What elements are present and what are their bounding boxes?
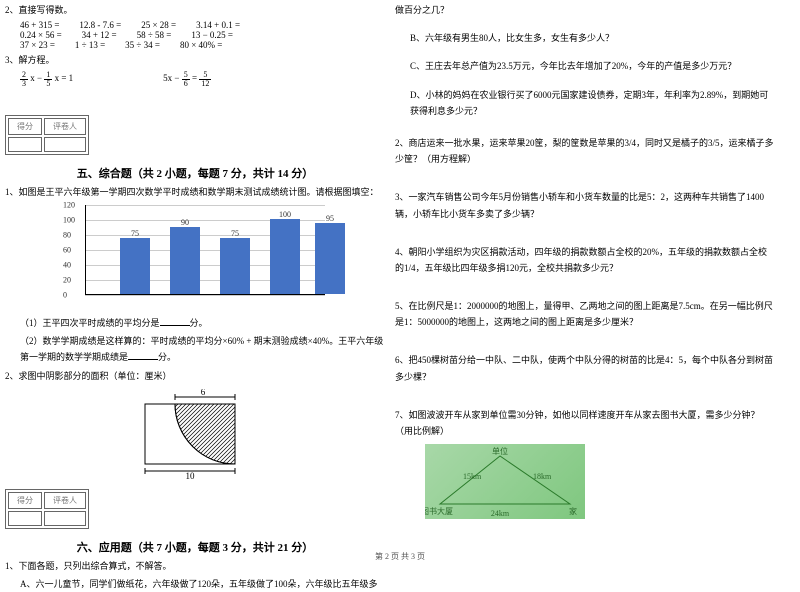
cell: 80 × 40% = [180, 40, 222, 50]
app-c: C、王庄去年总产值为23.5万元，今年比去年增加了20%，今年的产值是多少万元？ [395, 58, 775, 74]
app-q1a: A、六一儿童节，同学们做纸花，六年级做了120朵，五年级做了100朵，六年级比五… [5, 576, 385, 592]
tri-top: 单位 [492, 446, 508, 456]
bar-label: 75 [120, 229, 150, 238]
app-q5: 5、在比例尺是1：2000000的地图上，量得甲、乙两地之间的图上距离是7.5c… [395, 298, 775, 330]
app-q6: 6、把450棵树苗分给一中队、二中队，使两个中队分得的树苗的比是4：5，每个中队… [395, 352, 775, 384]
grader-label: 评卷人 [44, 118, 86, 135]
tri-r: 18km [533, 472, 552, 481]
app-d: D、小林的妈妈在农业银行买了6000元国家建设债券，定期3年，年利率为2.89%… [395, 87, 775, 119]
mental-r1: 46 + 315 = 12.8 - 7.6 = 25 × 28 = 3.14 +… [5, 20, 385, 30]
score-label: 得分 [8, 118, 42, 135]
app-q3: 3、一家汽车销售公司今年5月份销售小轿车和小货车数量的比是5：2，这两种车共销售… [395, 189, 775, 221]
cell: 12.8 - 7.6 = [79, 20, 121, 30]
cont: 做百分之几？ [395, 2, 775, 18]
tri-br: 家 [569, 506, 577, 516]
dim-w: 10 [186, 471, 196, 479]
bar-chart: 02040608010012075907510095 [55, 205, 335, 310]
chart-q2: （2）数学学期成绩是这样算的：平时成绩的平均分×60% + 期末测验成绩×40%… [5, 333, 385, 365]
q2-title: 2、直接写得数。 [5, 2, 385, 18]
cell: 58 ÷ 58 = [137, 30, 172, 40]
q1-chart-text: 1、如图是王平六年级第一学期四次数学平时成绩和数学期末测试成绩统计图。请根据图填… [5, 184, 385, 200]
bar-label: 100 [270, 210, 300, 219]
bar-label: 95 [315, 214, 345, 223]
hatch-figure: 6 10 [125, 389, 265, 479]
cell: 37 × 23 = [20, 40, 55, 50]
eq2: 5x − 56 = 512 [163, 70, 211, 87]
tri-l: 15km [463, 472, 482, 481]
page-footer: 第 2 页 共 3 页 [0, 551, 800, 562]
app-b: B、六年级有男生80人，比女生多，女生有多少人？ [395, 30, 775, 46]
cell: 34 + 12 = [82, 30, 117, 40]
section-5-title: 五、综合题（共 2 小题，每题 7 分，共计 14 分） [5, 165, 385, 181]
app-q7: 7、如图波波开车从家到单位需30分钟，如他以同样速度开车从家去图书大厦，需多少分… [395, 407, 775, 439]
tri-bl: 图书大厦 [425, 506, 453, 516]
mental-r3: 37 × 23 = 1 ÷ 13 = 35 ÷ 34 = 80 × 40% = [5, 40, 385, 50]
tri-b: 24km [491, 509, 510, 518]
bar [315, 223, 345, 294]
cell: 25 × 28 = [141, 20, 176, 30]
q3-title: 3、解方程。 [5, 52, 385, 68]
cell: 0.24 × 56 = [20, 30, 62, 40]
bar-label: 75 [220, 229, 250, 238]
q2-area: 2、求图中阴影部分的面积（单位：厘米） [5, 368, 385, 384]
score-box-2: 得分 评卷人 [5, 489, 89, 529]
grader-label: 评卷人 [44, 492, 86, 509]
app-q2: 2、商店运来一批水果，运来苹果20筐，梨的筐数是苹果的3/4，同时又是橘子的3/… [395, 135, 775, 167]
bar [220, 238, 250, 294]
eq1: 23 x − 15 x = 1 [20, 70, 73, 87]
cell: 13 − 0.25 = [191, 30, 233, 40]
dim-r: 6 [201, 389, 206, 397]
bar [170, 227, 200, 295]
app-q4: 4、朝阳小学组织为灾区捐款活动，四年级的捐款数额占全校的20%，五年级的捐款数额… [395, 244, 775, 276]
equation-row: 23 x − 15 x = 1 5x − 56 = 512 [5, 70, 385, 87]
cell: 35 ÷ 34 = [125, 40, 160, 50]
mental-r2: 0.24 × 56 = 34 + 12 = 58 ÷ 58 = 13 − 0.2… [5, 30, 385, 40]
score-label: 得分 [8, 492, 42, 509]
triangle-figure: 单位 15km 18km 24km 图书大厦 家 [425, 444, 585, 519]
cell: 1 ÷ 13 = [75, 40, 105, 50]
cell: 46 + 315 = [20, 20, 59, 30]
cell: 3.14 + 0.1 = [196, 20, 240, 30]
bar-label: 90 [170, 218, 200, 227]
chart-q1: （1）王平四次平时成绩的平均分是分。 [5, 315, 385, 331]
score-box: 得分 评卷人 [5, 115, 89, 155]
bar [270, 219, 300, 294]
bar [120, 238, 150, 294]
